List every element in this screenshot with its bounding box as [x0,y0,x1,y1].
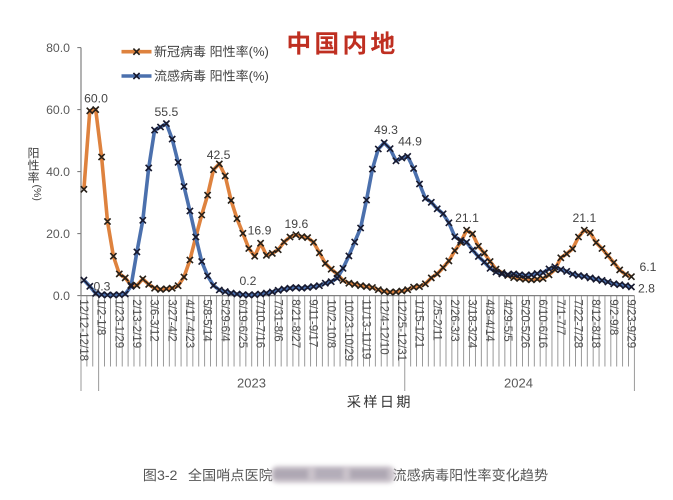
svg-text:0.2: 0.2 [240,274,257,288]
svg-text:60.0: 60.0 [46,103,70,117]
svg-text:5/20-5/26: 5/20-5/26 [519,299,532,348]
svg-text:2023: 2023 [237,376,266,391]
svg-text:3/18-3/24: 3/18-3/24 [466,299,479,349]
svg-text:7/31-8/6: 7/31-8/6 [271,299,284,342]
svg-text:10/23-10/29: 10/23-10/29 [342,299,355,361]
svg-text:19.6: 19.6 [285,217,309,231]
svg-text:16.9: 16.9 [248,224,272,238]
svg-text:2/5-2/11: 2/5-2/11 [430,299,443,341]
svg-text:(%): (%) [249,69,269,84]
svg-text:9/11-9/17: 9/11-9/17 [307,299,320,347]
svg-text:2024: 2024 [504,376,533,391]
svg-text:3/27-4/2: 3/27-4/2 [165,299,178,342]
svg-text:5/29-6/4: 5/29-6/4 [218,299,231,342]
svg-text:9/23-9/29: 9/23-9/29 [625,299,638,348]
svg-text:8/12-8/18: 8/12-8/18 [589,299,602,348]
svg-text:4/29-5/5: 4/29-5/5 [501,299,514,342]
svg-text:(%): (%) [31,185,43,201]
svg-text:40.0: 40.0 [46,165,70,179]
svg-text:4/17-4/23: 4/17-4/23 [183,299,196,348]
svg-text:2/13-2/19: 2/13-2/19 [130,299,143,348]
svg-text:55.5: 55.5 [155,105,179,119]
svg-text:49.3: 49.3 [374,123,398,137]
svg-text:44.9: 44.9 [398,135,422,149]
svg-text:6/10-6/16: 6/10-6/16 [536,299,549,348]
svg-text:20.0: 20.0 [46,227,70,241]
svg-text:4/8-4/14: 4/8-4/14 [483,299,496,342]
svg-text:7/10-7/16: 7/10-7/16 [254,299,267,348]
svg-text:1/15-1/21: 1/15-1/21 [413,299,426,348]
svg-text:60.0: 60.0 [84,92,108,106]
svg-text:12/25-12/31: 12/25-12/31 [395,299,408,361]
svg-text:21.1: 21.1 [573,211,597,225]
svg-text:3/6-3/12: 3/6-3/12 [148,299,161,342]
svg-text:(%): (%) [249,44,269,59]
svg-text:5/8-5/14: 5/8-5/14 [201,299,214,342]
svg-text:0.0: 0.0 [53,289,70,303]
svg-text:2/26-3/3: 2/26-3/3 [448,299,461,342]
svg-text:12/12-12/18: 12/12-12/18 [77,299,90,361]
svg-text:21.1: 21.1 [455,211,479,225]
svg-text:6.1: 6.1 [640,260,657,274]
svg-text:1/2-1/8: 1/2-1/8 [95,299,108,335]
svg-text:8/21-8/27: 8/21-8/27 [289,299,302,348]
svg-text:0.3: 0.3 [94,279,111,293]
svg-text:7/1-7/7: 7/1-7/7 [554,299,567,335]
svg-text:9/2-9/8: 9/2-9/8 [607,299,620,335]
svg-text:3-2: 3-2 [157,468,178,484]
svg-text:80.0: 80.0 [46,41,70,55]
svg-text:42.5: 42.5 [207,148,231,162]
svg-text:6/19-6/25: 6/19-6/25 [236,299,249,348]
svg-text:2.8: 2.8 [638,282,655,296]
svg-text:1/23-1/29: 1/23-1/29 [112,299,125,348]
svg-text:11/13-11/19: 11/13-11/19 [360,299,373,359]
svg-text:12/4-12/10: 12/4-12/10 [377,299,390,354]
svg-text:10/2-10/8: 10/2-10/8 [324,299,337,348]
svg-text:7/22-7/28: 7/22-7/28 [572,299,585,348]
